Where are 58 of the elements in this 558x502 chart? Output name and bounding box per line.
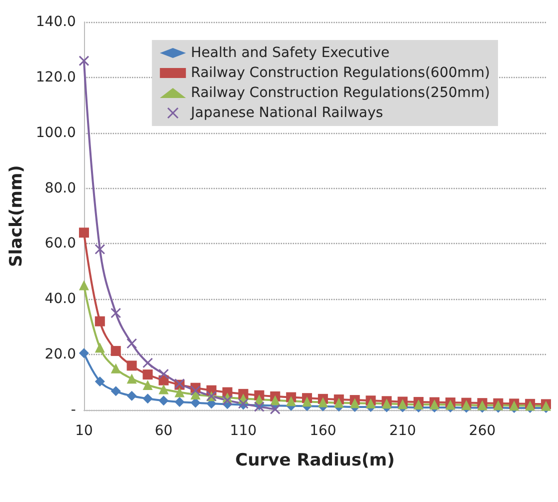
point [286, 396, 296, 406]
point [461, 400, 472, 410]
point [94, 376, 105, 386]
point [78, 228, 89, 238]
y-tick-label: 20.0 [44, 346, 76, 363]
point [110, 386, 121, 396]
point [222, 395, 233, 406]
y-tick-label: 100.0 [36, 124, 76, 141]
y-tick-label: 120.0 [36, 69, 76, 86]
x-tick-label: 160 [310, 423, 336, 439]
x-tick-label: 60 [154, 423, 173, 439]
point [94, 244, 106, 255]
point [110, 308, 122, 318]
legend-label: Railway Construction Regulations(600mm) [190, 65, 490, 81]
point [110, 363, 121, 374]
legend-label: Railway Construction Regulations(250mm) [190, 85, 490, 101]
x-axis-title: Curve Radius(m) [235, 450, 395, 470]
point [270, 404, 280, 414]
point [334, 398, 344, 408]
point [366, 398, 376, 408]
point [94, 342, 105, 353]
point [190, 385, 201, 396]
point [414, 399, 424, 410]
x-tick-label: 10 [75, 423, 93, 439]
point [158, 384, 169, 394]
point [126, 360, 137, 371]
legend-label: Health and Safety Executive [190, 45, 390, 61]
y-tick-label: 140.0 [36, 14, 76, 30]
point [398, 399, 408, 410]
x-tick-label: 110 [230, 423, 257, 439]
y-tick-label: 80.0 [44, 180, 76, 196]
point [142, 394, 153, 404]
point [94, 316, 105, 326]
point [158, 368, 169, 380]
point [174, 387, 185, 398]
point [382, 398, 392, 409]
point [174, 396, 185, 407]
point [318, 397, 328, 408]
point [78, 56, 90, 66]
point [126, 374, 137, 384]
y-tick-label: - [70, 402, 76, 418]
point [142, 370, 153, 380]
x-tick-label: 260 [468, 423, 496, 439]
y-tick-label: 60.0 [44, 236, 76, 252]
point [126, 338, 138, 349]
point [78, 280, 89, 290]
legend-label: Japanese National Railways [190, 105, 384, 121]
point [142, 380, 153, 390]
point [302, 396, 312, 407]
x-tick-label: 210 [389, 423, 416, 439]
point [110, 346, 121, 356]
y-tick-label: 40.0 [44, 291, 76, 308]
point [78, 348, 89, 358]
y-axis-title: Slack(mm) [6, 165, 26, 267]
point [350, 398, 360, 408]
point [158, 396, 169, 406]
point [270, 395, 280, 406]
point [126, 390, 137, 401]
